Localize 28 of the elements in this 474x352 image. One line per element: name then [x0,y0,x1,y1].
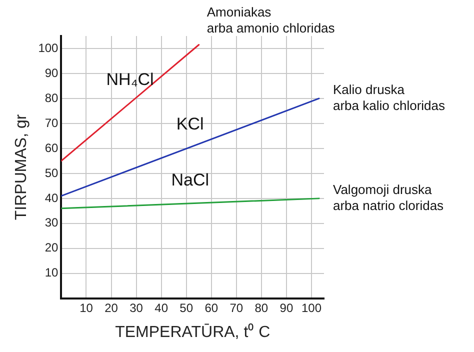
y-tick-label: 100 [38,40,59,55]
text: Kalio druska arba kalio chloridas [332,82,446,114]
x-axis-title: TEMPERATŪRA, t⁰ C [115,322,270,341]
series-label: NaCl [171,170,210,190]
y-tick-label: 40 [44,190,59,205]
y-tick-label: 50 [44,166,59,180]
text: Amoniakas arba amonio chloridas [206,4,336,36]
x-tick-label: 10 [80,300,94,315]
x-tick-label: 50 [180,300,194,315]
y-tick-label: 10 [44,266,59,280]
text: Valgomoji druska arba natrio cloridas [332,182,444,214]
y-tick-label: 90 [44,66,59,80]
x-tick-label: 90 [280,300,294,315]
y-tick-label: 30 [44,216,59,230]
x-tick-label: 70 [230,300,244,315]
y-tick-label: 70 [44,116,59,130]
y-tick-label: 20 [44,240,59,255]
series-label: KCl [176,114,204,134]
x-tick-label: 100 [301,300,322,315]
x-tick-label: 30 [130,300,144,315]
y-tick-label: 60 [44,140,59,155]
x-tick-label: 40 [154,300,168,315]
y-axis-title: TIRPUMAS, gr [13,114,30,220]
series-label: NH₄Cl [106,70,154,90]
y-tick-label: 80 [44,90,59,105]
x-tick-label: 80 [254,300,268,315]
x-tick-label: 20 [104,300,118,315]
x-tick-label: 60 [204,300,218,315]
